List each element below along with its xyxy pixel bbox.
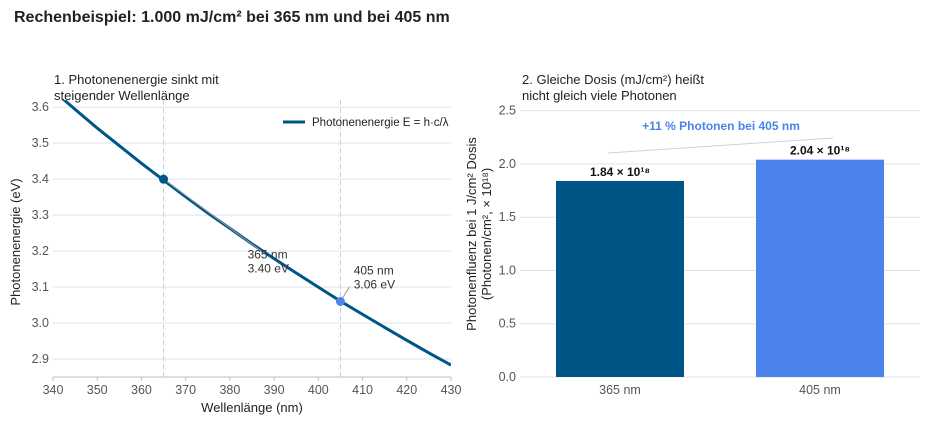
x-tick-label: 360 (131, 383, 152, 397)
y-tick-label: 3.4 (32, 172, 49, 186)
x-tick-label: 400 (308, 383, 329, 397)
line-chart-legend: Photonenenergie E = h·c/λ (283, 117, 449, 129)
bar-chart-x-ticks: 365 nm 405 nm (599, 383, 841, 397)
line-chart-grid (53, 106, 451, 360)
legend-entry: Photonenenergie E = h·c/λ (312, 117, 449, 129)
line-chart-y-ticks: 2.9 3.0 3.1 3.2 3.3 3.4 3.5 3.6 (32, 100, 49, 366)
y-tick-label: 3.5 (32, 136, 49, 150)
annotation-wavelength: 405 nm (354, 263, 394, 277)
data-point-marker (159, 174, 169, 184)
x-tick-label: 350 (87, 383, 108, 397)
line-chart-series (61, 100, 451, 367)
line-chart-x-label: Wellenlänge (nm) (201, 400, 303, 415)
bar-chart-title-line-1: 2. Gleiche Dosis (mJ/cm²) heißt (522, 72, 704, 87)
line-chart-title-line-1: 1. Photonenenergie sinkt mit (54, 72, 219, 87)
series-line (61, 100, 451, 367)
line-chart-reference-lines (163, 100, 341, 377)
bar-value-label: 2.04 × 10¹⁸ (790, 144, 850, 158)
x-tick-label: 405 nm (799, 383, 841, 397)
annotation-connector (163, 178, 266, 255)
y-tick-label: 3.1 (32, 280, 49, 294)
data-point-marker (335, 296, 345, 306)
x-tick-label: 420 (396, 383, 417, 397)
x-tick-label: 340 (43, 383, 64, 397)
y-tick-label: 0.5 (499, 317, 516, 331)
bar-value-label: 1.84 × 10¹⁸ (590, 165, 650, 179)
bar-chart-title-line-2: nicht gleich viele Photonen (522, 88, 677, 103)
bar-2 (756, 159, 884, 377)
line-chart-x-ticks: 340 350 360 370 380 390 400 410 420 430 (43, 377, 462, 397)
callout-text: +11 % Photonen bei 405 nm (642, 119, 800, 133)
y-tick-label: 3.3 (32, 208, 49, 222)
y-tick-label: 2.9 (32, 352, 49, 366)
bar-chart-y-ticks: 0.0 0.5 1.0 1.5 2.0 2.5 (499, 104, 516, 384)
bar-chart-y-label-line-2: (Photonen/cm², × 10¹⁸) (479, 168, 494, 300)
x-tick-label: 410 (352, 383, 373, 397)
x-tick-label: 430 (441, 383, 462, 397)
y-tick-label: 2.5 (499, 104, 516, 118)
y-tick-label: 2.0 (499, 157, 516, 171)
line-chart-panel: 1. Photonenenergie sinkt mit steigender … (8, 72, 461, 415)
y-tick-label: 1.0 (499, 263, 516, 277)
x-tick-label: 370 (175, 383, 196, 397)
x-tick-label: 380 (219, 383, 240, 397)
line-chart-title-line-2: steigender Wellenlänge (54, 88, 190, 103)
bar-chart-value-labels: 1.84 × 10¹⁸ 2.04 × 10¹⁸ (590, 144, 850, 179)
bar-chart-y-label-line-1: Photonenfluenz bei 1 J/cm² Dosis (464, 137, 479, 331)
y-tick-label: 3.0 (32, 316, 49, 330)
x-tick-label: 365 nm (599, 383, 641, 397)
y-tick-label: 0.0 (499, 370, 516, 384)
bar-chart-bars (556, 159, 884, 377)
y-tick-label: 3.6 (32, 100, 49, 114)
annotation-energy: 3.40 eV (248, 261, 289, 275)
bar-1 (556, 180, 684, 377)
bar-chart-panel: 2. Gleiche Dosis (mJ/cm²) heißt nicht gl… (464, 72, 920, 397)
x-tick-label: 390 (264, 383, 285, 397)
callout-connector (607, 137, 834, 154)
y-tick-label: 3.2 (32, 244, 49, 258)
line-chart-markers: 365 nm3.40 eV 405 nm3.06 eV (159, 174, 395, 306)
annotation-energy: 3.06 eV (354, 277, 395, 291)
y-tick-label: 1.5 (499, 210, 516, 224)
annotation-wavelength: 365 nm (248, 247, 288, 261)
figure-title: Rechenbeispiel: 1.000 mJ/cm² bei 365 nm … (14, 9, 450, 26)
line-chart-y-label: Photonenenergie (eV) (8, 178, 23, 305)
